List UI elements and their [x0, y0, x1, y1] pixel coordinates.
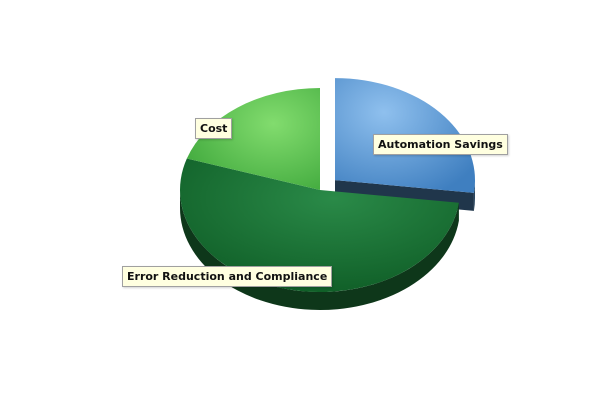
- slice-label-error-reduction-and-compliance: Error Reduction and Compliance: [122, 266, 333, 287]
- pie-slice-side-0: [473, 180, 476, 211]
- slice-label-cost: Cost: [195, 118, 233, 139]
- pie-slice-2[interactable]: [186, 88, 320, 190]
- pie-slice-1[interactable]: [179, 158, 459, 293]
- slice-label-automation-savings: Automation Savings: [373, 134, 508, 155]
